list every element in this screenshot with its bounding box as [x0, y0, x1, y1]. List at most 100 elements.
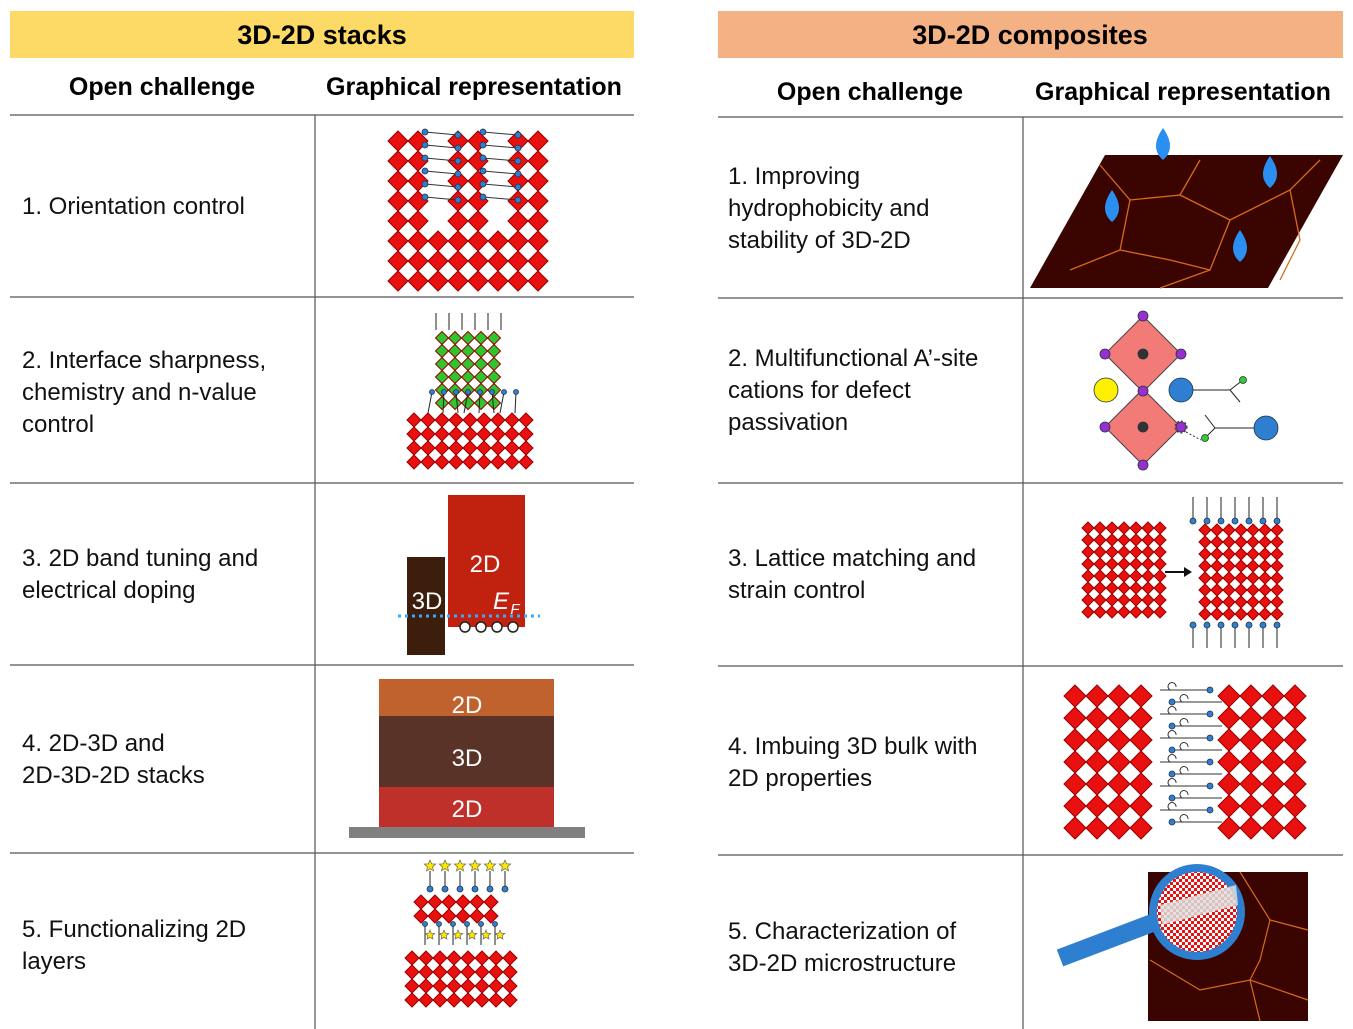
octahedron: [490, 426, 506, 442]
octahedron: [427, 250, 449, 272]
ligand-star: [424, 929, 436, 940]
spacer-coil: [1179, 790, 1189, 799]
spacer-coil: [1179, 694, 1189, 703]
octahedron: [474, 950, 490, 966]
layer-3d: [379, 716, 554, 787]
octahedron: [527, 170, 549, 192]
octahedron: [488, 992, 504, 1008]
bond: [482, 157, 519, 162]
atom: [1137, 459, 1149, 471]
octahedron: [434, 369, 450, 385]
octahedron: [1261, 816, 1285, 840]
octahedron: [1093, 557, 1107, 571]
atom: [1273, 517, 1281, 525]
octahedron: [413, 894, 429, 910]
octahedron: [1105, 533, 1119, 547]
octahedron: [476, 412, 492, 428]
challenge-text: 5. Characterization of: [728, 918, 956, 945]
atom: [1168, 818, 1176, 826]
atom: [489, 389, 495, 395]
octahedron: [1246, 595, 1260, 609]
octahedron: [1085, 684, 1109, 708]
column-header: Graphical representation: [326, 73, 622, 101]
octahedron: [447, 270, 469, 292]
water-drop: [1233, 230, 1247, 262]
table-lines: [10, 114, 1343, 1029]
octahedron: [1222, 535, 1236, 549]
octahedron: [460, 978, 476, 994]
spacer-coil: [1179, 718, 1189, 727]
atom: [471, 885, 479, 893]
water-drop: [1263, 156, 1277, 188]
octahedron: [447, 250, 469, 272]
octahedron: [1234, 547, 1248, 561]
atom: [453, 389, 459, 395]
octahedron: [1153, 605, 1167, 619]
octahedron: [1283, 706, 1307, 730]
octahedron: [387, 190, 409, 212]
octahedron: [1117, 557, 1131, 571]
octahedron: [1081, 593, 1095, 607]
octahedron: [1283, 816, 1307, 840]
octahedron: [507, 230, 529, 252]
octahedron: [460, 330, 476, 346]
octahedron: [476, 426, 492, 442]
bond: [1056, 911, 1164, 967]
octahedron: [1141, 545, 1155, 559]
octahedron: [490, 454, 506, 470]
octahedron: [486, 369, 502, 385]
octahedron: [460, 369, 476, 385]
atom: [454, 170, 462, 178]
bond: [424, 183, 459, 188]
atom: [1168, 722, 1176, 730]
grain-boundary: [1249, 919, 1271, 981]
octahedron: [1107, 794, 1131, 818]
challenge-text: passivation: [728, 409, 848, 436]
octahedron: [467, 270, 489, 292]
octahedron: [1210, 583, 1224, 597]
challenge-text: 4. Imbuing 3D bulk with: [728, 733, 977, 760]
ligand-star: [494, 929, 506, 940]
atom: [1137, 310, 1149, 322]
octahedron: [1153, 533, 1167, 547]
octahedron: [407, 270, 429, 292]
octahedron: [502, 992, 518, 1008]
ligand-star: [483, 859, 497, 872]
octahedron: [527, 250, 549, 272]
octahedron: [407, 230, 429, 252]
octahedron: [507, 250, 529, 272]
bond: [1204, 414, 1216, 429]
bond: [499, 391, 505, 414]
octahedron: [1141, 557, 1155, 571]
octahedron: [406, 454, 422, 470]
bond: [427, 391, 433, 414]
ligand-star: [466, 929, 478, 940]
octahedron: [427, 908, 443, 924]
octahedron: [434, 440, 450, 456]
octahedron: [455, 908, 471, 924]
substrate: [349, 827, 585, 838]
atom: [1253, 415, 1279, 441]
panel-title: 3D-2D stacks: [237, 20, 407, 50]
arrow-head: [1184, 567, 1192, 577]
atom: [454, 196, 462, 204]
octahedron: [1261, 794, 1285, 818]
octahedron: [527, 150, 549, 172]
atom: [421, 141, 429, 149]
octahedron: [418, 950, 434, 966]
octahedron: [1210, 595, 1224, 609]
challenge-text: cations for defect: [728, 377, 911, 404]
water-drop: [1156, 128, 1170, 160]
octahedron: [427, 894, 443, 910]
octahedron: [1261, 750, 1285, 774]
bond: [482, 183, 519, 188]
octahedron: [1258, 595, 1272, 609]
atom: [464, 921, 470, 927]
octahedron: [441, 894, 457, 910]
octahedron: [1246, 535, 1260, 549]
octahedron: [1153, 593, 1167, 607]
octahedron: [1093, 533, 1107, 547]
hole: [459, 621, 471, 633]
octahedron: [441, 908, 457, 924]
octahedron: [1129, 521, 1143, 535]
